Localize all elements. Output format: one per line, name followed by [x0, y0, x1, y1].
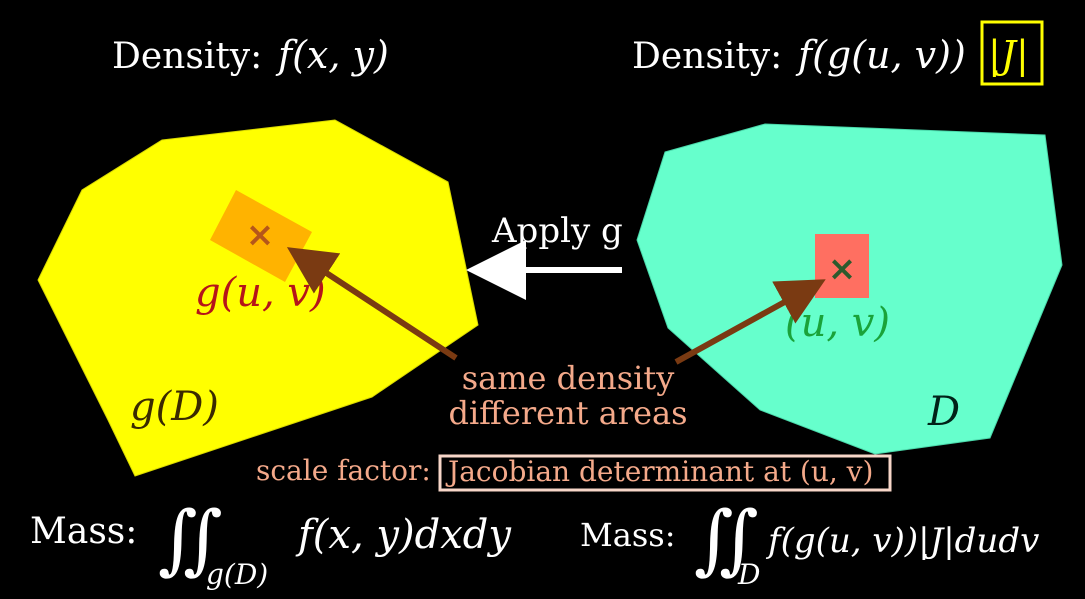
scale-factor-label: scale factor: [256, 454, 431, 487]
right-mass-label: Mass: [580, 516, 675, 554]
image-patch [210, 190, 312, 282]
right-double-integral: ∬ [694, 494, 759, 583]
point-label-g-u-v: g(u, v) [195, 270, 326, 316]
point-marker-x: × [246, 215, 275, 255]
annotation-line-1: same density [462, 359, 675, 397]
left-density-formula: f(x, y) [275, 33, 389, 77]
right-integral-subscript: D [737, 558, 760, 591]
region-label-d: D [927, 389, 960, 435]
region-g-of-d [37, 119, 479, 477]
annotation-arrow-left [286, 247, 458, 361]
jacobian-highlight-box [980, 20, 1044, 86]
scale-factor-box [438, 454, 892, 492]
region-label-g-d: g(D) [130, 384, 219, 430]
left-integrand: f(x, y)dxdy [295, 512, 512, 558]
left-integral-subscript: g(D) [206, 558, 268, 591]
scale-factor-boxed-text: Jacobian determinant at (u, v) [445, 455, 873, 488]
left-double-integral: ∬ [158, 494, 223, 583]
left-mass-label: Mass: [30, 511, 137, 552]
annotation-arrow-right [674, 279, 826, 365]
apply-g-label: Apply g [491, 211, 623, 251]
left-density-label: Density: [112, 36, 262, 77]
right-density-formula: f(g(u, v)) [795, 33, 966, 77]
right-integrand: f(g(u, v))|J|dudv [765, 521, 1039, 561]
point-marker-x: × [828, 249, 857, 289]
annotation-line-2: different areas [448, 394, 687, 432]
point-label-u-v: (u, v) [785, 300, 890, 346]
right-density-label: Density: [632, 36, 782, 77]
right-jacobian-symbol: |J| [988, 33, 1029, 77]
